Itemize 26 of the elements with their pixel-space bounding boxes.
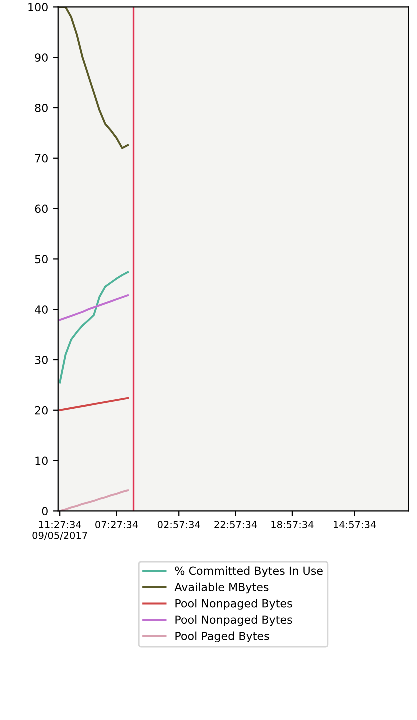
line-series [59,397,130,412]
y-tick-label: 80 [35,104,48,112]
y-tick-label: 0 [42,507,48,516]
x-tick-label: 18:57:34 [272,521,314,528]
line-series [59,490,130,512]
y-tick-label: 60 [35,204,48,214]
y-tick-label: 70 [35,154,48,163]
x-tick-label: 14:57:34 [334,521,376,528]
y-tick-label: 20 [35,406,48,415]
legend-label: Pool Nonpaged Bytes [176,615,292,626]
line-series [59,294,130,322]
legend-label: Pool Paged Bytes [176,632,270,643]
legend-label: Available MBytes [174,582,269,594]
y-tick-label: 30 [35,356,48,364]
y-tick-label: 40 [35,306,48,314]
y-tick-label: 10 [36,456,48,466]
y-tick-label: 50 [35,255,48,264]
x-tick-label: 22:57:34 [214,521,258,528]
legend-label: % Committed Bytes In Use [175,566,323,578]
legend-label: Pool Nonpaged Bytes [176,599,292,610]
y-tick-label: 100 [28,3,48,12]
y-tick-label: 90 [35,54,48,62]
x-tick-label: 02:57:34 [158,521,200,528]
x-tick-label: 11:27:34 09/05/2017 [32,521,88,540]
x-tick-label: 07:27:34 [96,521,138,528]
line-series [59,271,130,384]
